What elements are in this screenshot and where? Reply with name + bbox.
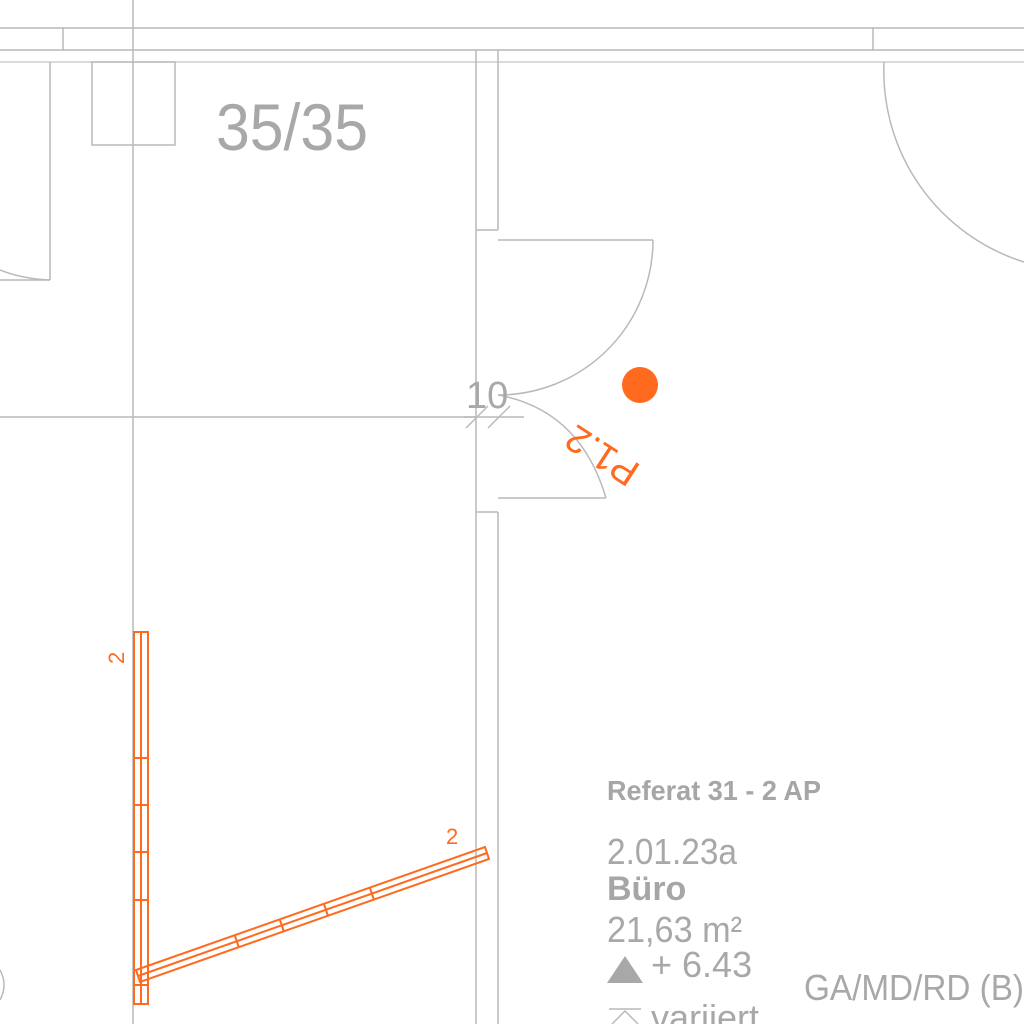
floor-level-icon — [607, 956, 643, 983]
pin-marker — [622, 367, 658, 403]
room-ceiling-level: variiert — [651, 997, 759, 1024]
left-door — [0, 62, 51, 281]
room-floor-level: + 6.43 — [651, 944, 752, 985]
right-door-arc — [883, 61, 1024, 263]
door-dimension: 10 — [466, 375, 508, 417]
orange-wall-vertical — [133, 631, 149, 1005]
top-wall — [0, 27, 1024, 63]
room-stamp: Referat 31 - 2 AP 2.01.23a Büro 21,63 m²… — [607, 775, 821, 1024]
wall-label-vertical: 2 — [104, 652, 129, 664]
room-name: Büro — [607, 870, 686, 908]
wall-label-diagonal: 2 — [446, 824, 458, 849]
pin-label: P1.2 — [558, 416, 646, 494]
column-label: 35/35 — [216, 90, 368, 164]
partition-door — [497, 239, 654, 499]
room-area: 21,63 m² — [607, 909, 742, 950]
ceiling-level-icon — [609, 1008, 641, 1024]
room-number: 2.01.23a — [607, 831, 738, 872]
left-edge-fragment — [0, 969, 5, 1001]
room-department: Referat 31 - 2 AP — [607, 775, 821, 806]
orange-wall-diagonal — [134, 845, 491, 984]
adjacent-room-label: GA/MD/RD (B) — [804, 967, 1024, 1008]
column — [91, 61, 176, 146]
partition-wall — [475, 50, 499, 1024]
dimension-ticks — [464, 405, 524, 429]
